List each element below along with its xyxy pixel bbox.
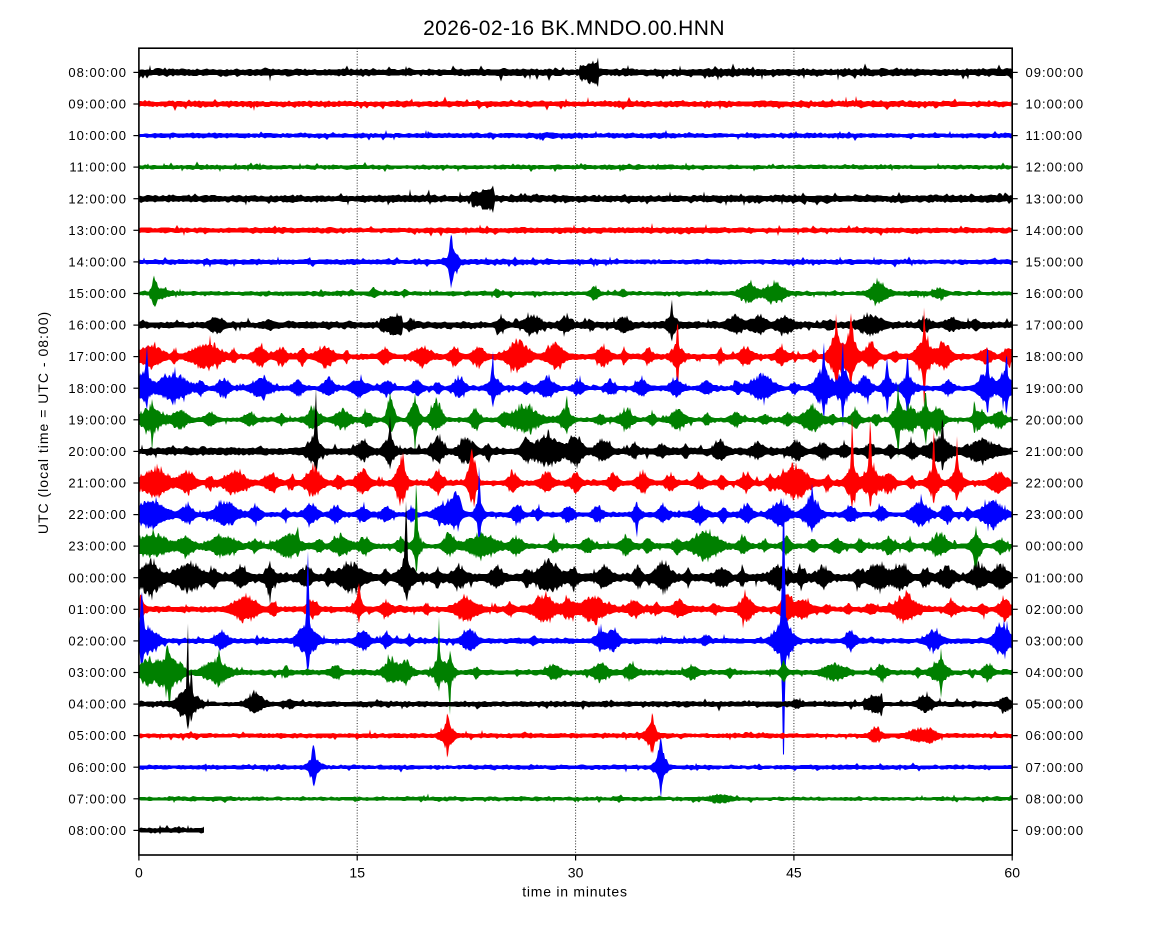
- svg-text:0: 0: [135, 865, 143, 881]
- svg-text:19:00:00: 19:00:00: [68, 412, 127, 427]
- svg-text:23:00:00: 23:00:00: [1026, 507, 1085, 522]
- svg-text:30: 30: [568, 865, 584, 881]
- svg-text:18:00:00: 18:00:00: [1026, 349, 1085, 364]
- svg-text:08:00:00: 08:00:00: [68, 65, 127, 80]
- svg-text:12:00:00: 12:00:00: [68, 191, 127, 206]
- svg-text:12:00:00: 12:00:00: [1026, 160, 1085, 175]
- svg-text:45: 45: [786, 865, 802, 881]
- svg-text:16:00:00: 16:00:00: [68, 318, 127, 333]
- svg-text:17:00:00: 17:00:00: [68, 349, 127, 364]
- svg-text:05:00:00: 05:00:00: [68, 728, 127, 743]
- svg-text:06:00:00: 06:00:00: [68, 760, 127, 775]
- svg-text:01:00:00: 01:00:00: [1026, 570, 1085, 585]
- svg-text:03:00:00: 03:00:00: [68, 665, 127, 680]
- svg-text:18:00:00: 18:00:00: [68, 381, 127, 396]
- svg-text:04:00:00: 04:00:00: [68, 697, 127, 712]
- svg-text:14:00:00: 14:00:00: [1026, 223, 1085, 238]
- svg-text:60: 60: [1004, 865, 1020, 881]
- svg-text:06:00:00: 06:00:00: [1026, 728, 1085, 743]
- svg-text:16:00:00: 16:00:00: [1026, 286, 1085, 301]
- svg-text:07:00:00: 07:00:00: [1026, 760, 1085, 775]
- svg-text:time in minutes: time in minutes: [522, 884, 627, 900]
- svg-text:19:00:00: 19:00:00: [1026, 381, 1085, 396]
- svg-text:09:00:00: 09:00:00: [1026, 823, 1085, 838]
- svg-text:04:00:00: 04:00:00: [1026, 665, 1085, 680]
- svg-text:09:00:00: 09:00:00: [1026, 65, 1085, 80]
- svg-text:02:00:00: 02:00:00: [68, 634, 127, 649]
- svg-text:03:00:00: 03:00:00: [1026, 634, 1085, 649]
- svg-text:20:00:00: 20:00:00: [1026, 412, 1085, 427]
- svg-text:22:00:00: 22:00:00: [68, 507, 127, 522]
- svg-text:07:00:00: 07:00:00: [68, 791, 127, 806]
- svg-text:10:00:00: 10:00:00: [1026, 97, 1085, 112]
- svg-text:UTC (local time = UTC - 08:00): UTC (local time = UTC - 08:00): [35, 311, 51, 534]
- svg-text:08:00:00: 08:00:00: [1026, 791, 1085, 806]
- svg-text:17:00:00: 17:00:00: [1026, 318, 1085, 333]
- svg-text:13:00:00: 13:00:00: [68, 223, 127, 238]
- svg-text:08:00:00: 08:00:00: [68, 823, 127, 838]
- svg-text:10:00:00: 10:00:00: [68, 128, 127, 143]
- svg-text:20:00:00: 20:00:00: [68, 444, 127, 459]
- svg-text:23:00:00: 23:00:00: [68, 539, 127, 554]
- svg-text:15:00:00: 15:00:00: [68, 286, 127, 301]
- svg-text:14:00:00: 14:00:00: [68, 255, 127, 270]
- svg-text:15:00:00: 15:00:00: [1026, 255, 1085, 270]
- svg-text:2026-02-16 BK.MNDO.00.HNN: 2026-02-16 BK.MNDO.00.HNN: [423, 17, 725, 40]
- svg-text:13:00:00: 13:00:00: [1026, 191, 1085, 206]
- svg-text:05:00:00: 05:00:00: [1026, 697, 1085, 712]
- svg-text:11:00:00: 11:00:00: [1026, 128, 1084, 143]
- svg-text:02:00:00: 02:00:00: [1026, 602, 1085, 617]
- svg-text:00:00:00: 00:00:00: [68, 570, 127, 585]
- svg-text:21:00:00: 21:00:00: [1026, 444, 1085, 459]
- svg-text:01:00:00: 01:00:00: [68, 602, 127, 617]
- svg-text:11:00:00: 11:00:00: [69, 160, 127, 175]
- svg-text:15: 15: [349, 865, 365, 881]
- svg-text:21:00:00: 21:00:00: [68, 476, 127, 491]
- svg-text:09:00:00: 09:00:00: [68, 97, 127, 112]
- svg-text:00:00:00: 00:00:00: [1026, 539, 1085, 554]
- svg-text:22:00:00: 22:00:00: [1026, 476, 1085, 491]
